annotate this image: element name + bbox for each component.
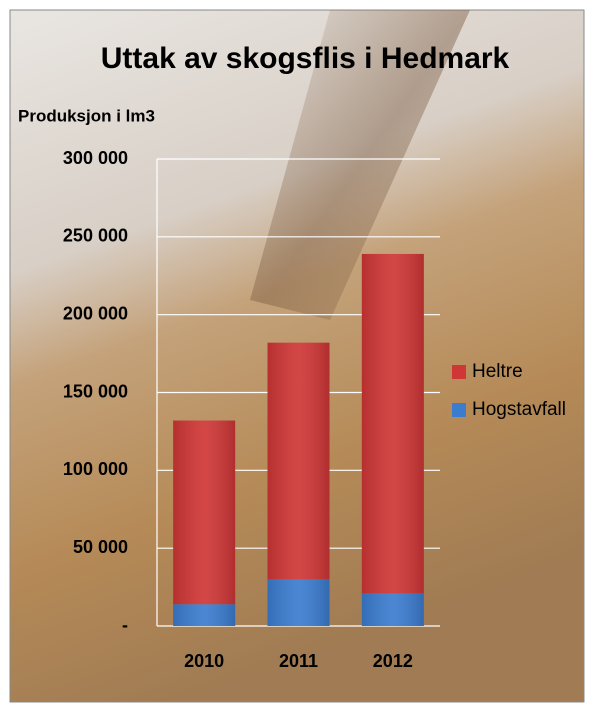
y-tick-label: 150 000 <box>63 381 128 401</box>
bar-shade <box>362 254 424 593</box>
legend-label: Heltre <box>472 361 523 382</box>
y-tick-label: 100 000 <box>63 459 128 479</box>
y-tick-label: 50 000 <box>73 537 128 557</box>
page: {"chart_data": {"type": "stacked-bar", "… <box>0 0 594 712</box>
bar-shade <box>268 343 330 580</box>
legend-label: Hogstavfall <box>472 399 566 420</box>
bar-shade <box>268 579 330 626</box>
legend-swatch <box>452 403 466 417</box>
x-tick-label: 2011 <box>279 651 318 671</box>
x-tick-label: 2010 <box>184 651 224 671</box>
x-tick-label: 2012 <box>373 651 413 671</box>
y-tick-label: 300 000 <box>63 148 128 168</box>
chart-title: Uttak av skogsflis i Hedmark <box>101 42 510 75</box>
bar-shade <box>173 421 235 605</box>
y-tick-label: - <box>122 615 128 635</box>
legend-swatch <box>452 365 466 379</box>
chart: Uttak av skogsflis i Hedmark Produksjon … <box>0 0 594 712</box>
y-axis-label: Produksjon i lm3 <box>18 106 155 125</box>
bar-shade <box>173 604 235 626</box>
y-tick-label: 250 000 <box>63 226 128 246</box>
y-tick-label: 200 000 <box>63 303 128 323</box>
bar-shade <box>362 593 424 626</box>
